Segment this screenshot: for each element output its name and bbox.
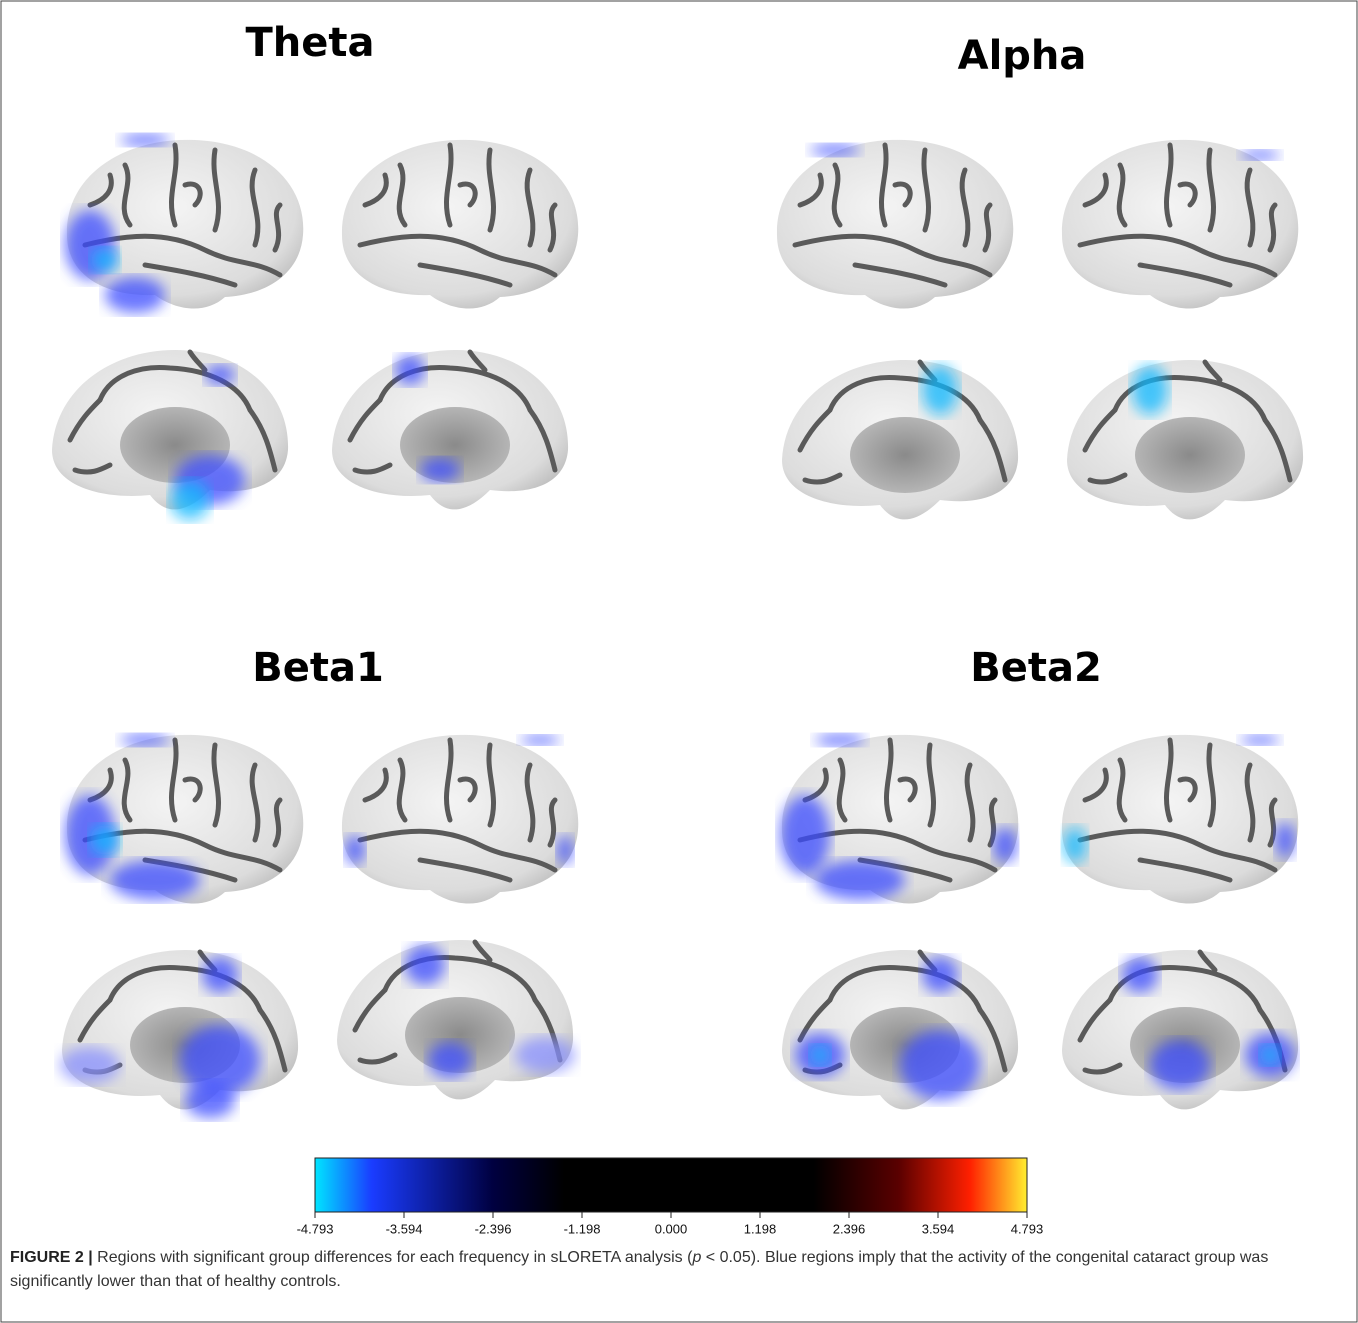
- activation-region: [520, 735, 560, 745]
- activation-region: [1122, 957, 1158, 993]
- activation-region: [428, 1042, 472, 1078]
- brain: [65, 734, 303, 904]
- brain-surface: [52, 350, 288, 509]
- brain: [342, 735, 578, 904]
- brain: [337, 940, 575, 1099]
- activation-region: [1240, 735, 1280, 745]
- activation-region: [1132, 365, 1168, 415]
- colorbar-tick-label: -2.396: [475, 1221, 512, 1236]
- brain-images: [52, 134, 1303, 1118]
- activation-region: [993, 827, 1017, 863]
- panel-title: Alpha: [958, 33, 1087, 79]
- activation-region: [1260, 1045, 1280, 1065]
- brain: [342, 140, 578, 309]
- brain-surface: [1062, 140, 1298, 309]
- brain-surface: [782, 950, 1018, 1109]
- brain: [780, 734, 1018, 904]
- activation-region: [345, 835, 365, 865]
- activation-region: [91, 248, 119, 272]
- brain-surface: [777, 140, 1013, 309]
- brain: [65, 134, 303, 313]
- activation-region: [810, 144, 860, 156]
- caption-italic: p: [692, 1249, 702, 1266]
- activation-region: [557, 835, 573, 865]
- activation-region: [420, 458, 460, 482]
- colorbar-tick-label: 2.396: [833, 1221, 866, 1236]
- brain: [782, 950, 1018, 1109]
- colorbar-ticks: -4.793 -3.594 -2.396 -1.198 0.000 1.198 2.396 3…: [297, 1212, 1044, 1236]
- activation-region: [815, 734, 865, 746]
- brain: [52, 350, 288, 520]
- brain-surface: [62, 950, 298, 1109]
- colorbar-tick-label: 1.198: [744, 1221, 777, 1236]
- activation-region: [60, 1047, 120, 1083]
- activation-region: [1275, 822, 1295, 858]
- activation-region: [110, 860, 200, 900]
- panel-title: Beta2: [970, 645, 1102, 691]
- activation-region: [90, 825, 120, 855]
- activation-region: [815, 860, 905, 900]
- brain: [60, 950, 298, 1118]
- colorbar-tick-label: 4.793: [1011, 1221, 1044, 1236]
- activation-region: [105, 277, 165, 313]
- activation-region: [120, 734, 170, 746]
- caption-text: Regions with significant group differenc…: [97, 1249, 693, 1266]
- colorbar-tick-label: -3.594: [386, 1221, 423, 1236]
- brain: [332, 350, 568, 509]
- activation-region: [780, 795, 830, 875]
- activation-region: [900, 1030, 980, 1100]
- activation-region: [185, 1082, 235, 1118]
- activation-region: [202, 957, 238, 993]
- brain: [1062, 950, 1298, 1109]
- panel-title: Theta: [245, 20, 374, 66]
- brain-surface: [782, 360, 1018, 519]
- brain: [1062, 140, 1298, 309]
- brain: [1062, 735, 1298, 904]
- activation-region: [205, 365, 235, 385]
- brain-surface: [1062, 735, 1298, 904]
- activation-region: [120, 134, 170, 146]
- activation-region: [515, 1037, 575, 1073]
- caption: FIGURE 2 | Regions with significant grou…: [10, 1246, 1340, 1294]
- brain: [777, 140, 1013, 309]
- activation-region: [65, 795, 115, 875]
- colorbar-tick-label: 3.594: [922, 1221, 955, 1236]
- brain-surface: [332, 350, 568, 509]
- panel-title: Beta1: [252, 645, 384, 691]
- activation-region: [922, 365, 958, 415]
- colorbar-tick-label: -1.198: [564, 1221, 601, 1236]
- activation-region: [180, 1025, 260, 1095]
- colorbar-tick-label: 0.000: [655, 1221, 688, 1236]
- brain-surface: [342, 735, 578, 904]
- activation-region: [395, 355, 425, 385]
- activation-region: [405, 945, 445, 985]
- activation-region: [1063, 827, 1087, 863]
- activation-region: [810, 1045, 830, 1065]
- brain: [1067, 360, 1303, 519]
- activation-region: [1240, 150, 1280, 160]
- activation-region: [170, 480, 210, 520]
- brain-surface: [1067, 360, 1303, 519]
- brain-surface: [342, 140, 578, 309]
- brain: [782, 360, 1018, 519]
- caption-text: < 0.05). Blue regions imply that the act…: [10, 1249, 1269, 1290]
- activation-region: [922, 957, 958, 993]
- caption-label: FIGURE 2 |: [10, 1249, 93, 1266]
- colorbar-tick-label: -4.793: [297, 1221, 334, 1236]
- colorbar: [314, 1157, 1028, 1213]
- activation-region: [1150, 1040, 1210, 1090]
